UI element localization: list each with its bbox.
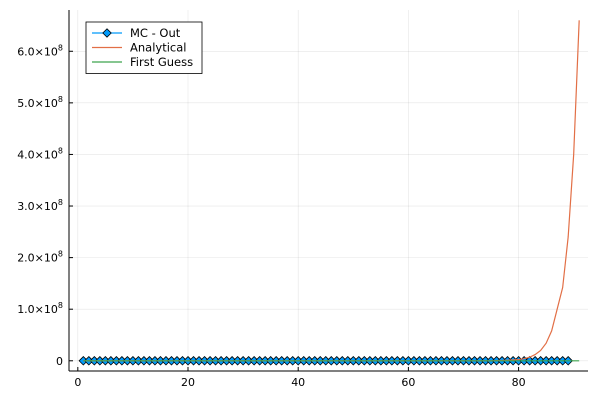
x-tick-label: 80 [512, 376, 526, 389]
y-tick-label: 1.0×108 [17, 301, 63, 316]
y-tick-label: 6.0×108 [17, 43, 63, 58]
x-tick-label: 60 [401, 376, 415, 389]
axes [68, 10, 588, 372]
y-tick-label: 3.0×108 [17, 198, 63, 213]
y-tick-label: 4.0×108 [17, 146, 63, 161]
x-tick-label: 20 [181, 376, 195, 389]
y-tick-label: 5.0×108 [17, 95, 63, 110]
y-tick-label: 0 [56, 355, 63, 368]
x-tick-label: 40 [291, 376, 305, 389]
x-tick-label: 0 [74, 376, 81, 389]
legend-label-mc-out: MC - Out [130, 26, 181, 40]
grid-lines [69, 10, 588, 371]
tick-labels: 0 20 40 60 80 0 1.0×108 2.0×108 3.0×108 4.0×108 5.… [17, 43, 525, 389]
legend-marker-mc-out [102, 28, 112, 38]
series-group [78, 20, 580, 366]
legend-label-first-guess: First Guess [130, 55, 193, 69]
y-tick-label: 2.0×108 [17, 250, 63, 265]
legend-label-analytical: Analytical [130, 41, 186, 55]
